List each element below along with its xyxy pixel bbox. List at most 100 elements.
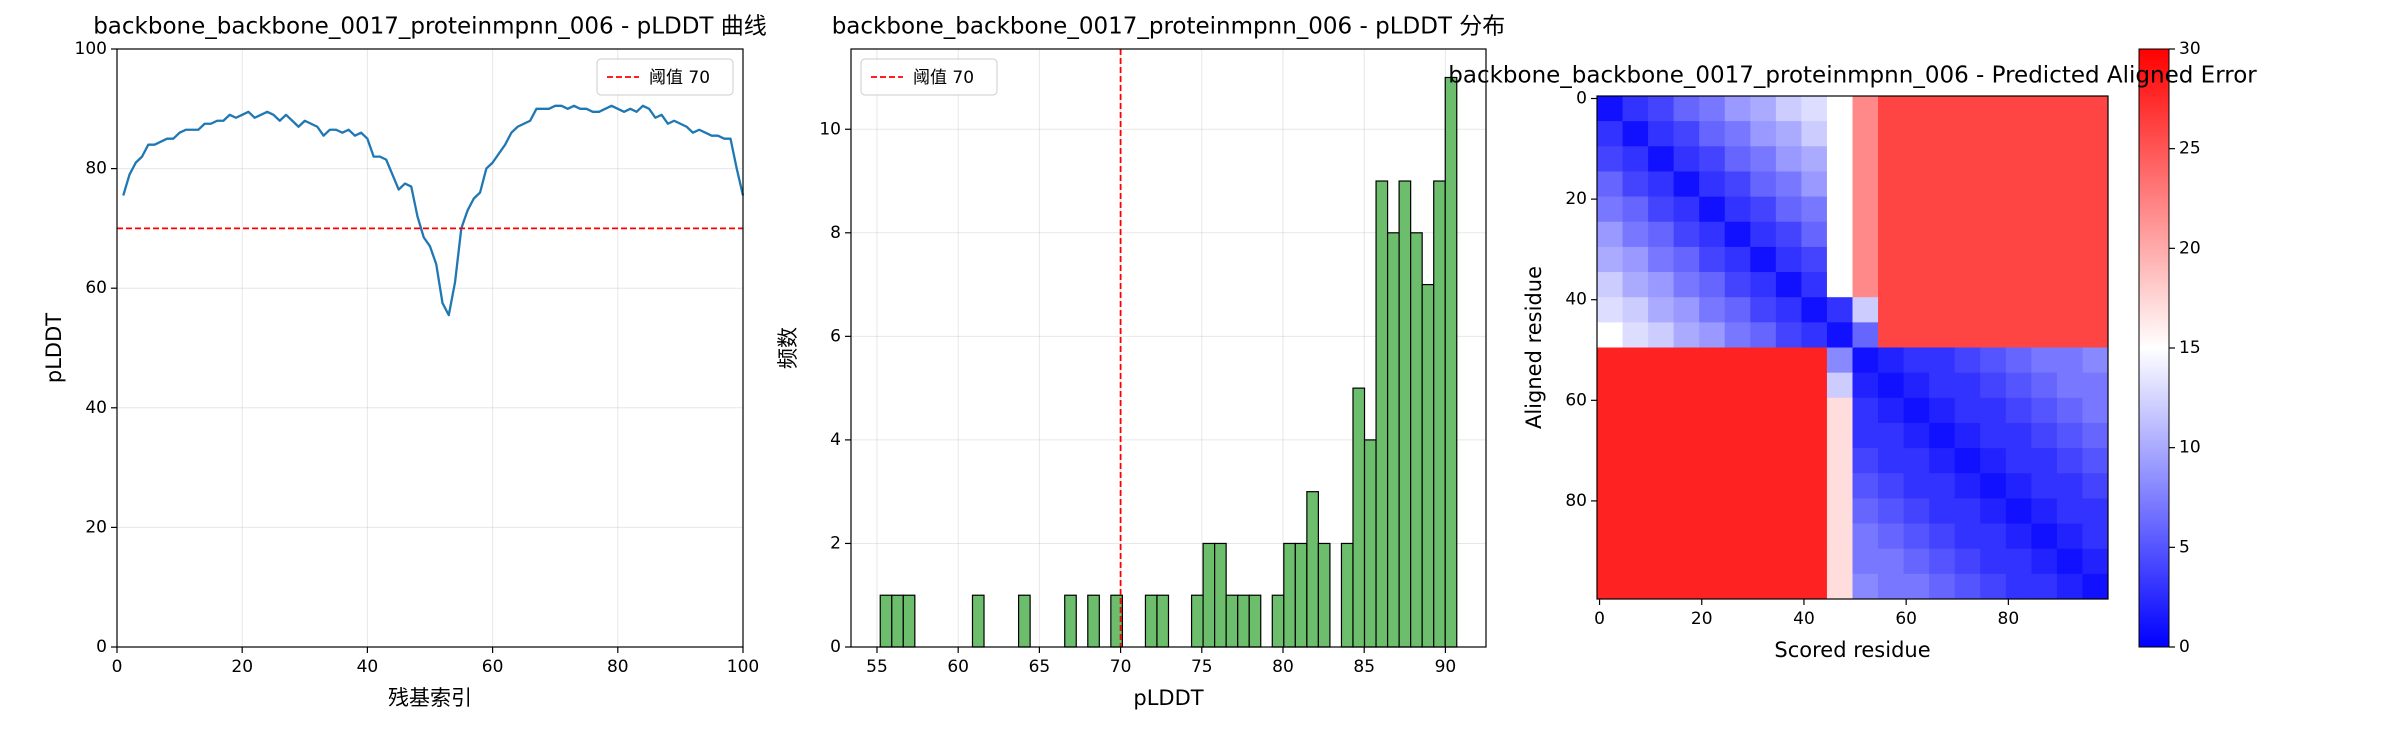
colorbar-tick-label: 30 <box>2179 39 2201 59</box>
heatmap-cell <box>2005 422 2032 449</box>
heatmap-cell <box>1954 96 1981 122</box>
heatmap-cell <box>1622 121 1649 147</box>
heatmap-cell <box>1980 573 2007 600</box>
x-tick-label: 40 <box>357 657 379 677</box>
heatmap-cell <box>1980 272 2007 298</box>
heatmap-cell <box>1801 171 1828 198</box>
heatmap-cell <box>2056 171 2083 198</box>
heatmap-cell <box>1801 146 1828 172</box>
heatmap-cell <box>1903 347 1930 374</box>
heatmap-cell <box>1648 548 1675 575</box>
heatmap-cell <box>1801 196 1828 223</box>
heatmap-cell <box>1852 322 1879 348</box>
heatmap-cell <box>1622 146 1649 172</box>
hist-bar <box>1064 594 1077 648</box>
heatmap-cell <box>1775 322 1802 348</box>
heatmap-cell <box>1954 171 1981 198</box>
heatmap-cell <box>1673 121 1700 147</box>
heatmap-cell <box>1801 448 1828 474</box>
heatmap-cell <box>1775 498 1802 525</box>
heatmap-cell <box>2056 422 2083 449</box>
heatmap-cell <box>1878 372 1905 399</box>
heatmap-cell <box>1750 171 1777 198</box>
heatmap-cell <box>2031 322 2058 348</box>
heatmap-cell <box>1673 573 1700 600</box>
heatmap-cell <box>2031 573 2058 600</box>
heatmap-cell <box>1750 548 1777 575</box>
heatmap-cell <box>1826 146 1853 172</box>
heatmap-cell <box>2031 121 2058 147</box>
heatmap-cell <box>1903 548 1930 575</box>
heatmap-cell <box>1724 221 1751 248</box>
heatmap-cell <box>1954 448 1981 474</box>
heatmap-cell <box>1699 246 1726 273</box>
heatmap-cell <box>1903 473 1930 499</box>
heatmap-cell <box>1673 196 1700 223</box>
heatmap-cell <box>1750 347 1777 374</box>
heatmap-cell <box>1903 246 1930 273</box>
heatmap-cell <box>1801 523 1828 550</box>
heatmap-cell <box>1699 297 1726 323</box>
hist-bar <box>1202 542 1216 648</box>
heatmap-cell <box>2056 397 2083 424</box>
heatmap-cell <box>1648 196 1675 223</box>
heatmap-cell <box>1699 397 1726 424</box>
heatmap-cell <box>1826 397 1853 424</box>
heatmap-cell <box>1929 146 1956 172</box>
heatmap-cell <box>2082 523 2109 550</box>
heatmap-cell <box>1852 96 1879 122</box>
y-tick-label: 6 <box>830 326 841 346</box>
hist-bar <box>1386 232 1400 648</box>
hist-bar <box>1352 387 1366 648</box>
axes-frame <box>116 48 744 648</box>
heatmap-cell <box>1724 171 1751 198</box>
hist-bar <box>1144 594 1158 648</box>
heatmap-cell <box>2031 523 2058 550</box>
heatmap-cell <box>1750 397 1777 424</box>
hist-bar <box>1156 594 1170 648</box>
heatmap-cell <box>1699 498 1726 525</box>
heatmap-cell <box>1673 473 1700 499</box>
heatmap-cell <box>1648 272 1675 298</box>
heatmap-cell <box>1929 322 1956 348</box>
heatmap-cell <box>1801 422 1828 449</box>
heatmap-cell <box>2005 297 2032 323</box>
heatmap-cell <box>1597 322 1624 348</box>
heatmap-cell <box>1878 322 1905 348</box>
heatmap-cell <box>1826 448 1853 474</box>
heatmap-cell <box>1980 171 2007 198</box>
heatmap-cell <box>1929 573 1956 600</box>
heatmap-cell <box>1597 96 1624 122</box>
y-tick-label: 2 <box>830 533 841 553</box>
heatmap-cell <box>1673 297 1700 323</box>
heatmap-cell <box>1929 171 1956 198</box>
heatmap-cell <box>1954 146 1981 172</box>
heatmap-cell <box>1622 347 1649 374</box>
heatmap-cell <box>1648 347 1675 374</box>
heatmap-cell <box>1878 347 1905 374</box>
heatmap-cell <box>1724 272 1751 298</box>
colorbar-tick-label: 25 <box>2179 139 2201 159</box>
heatmap-cell <box>1724 196 1751 223</box>
heatmap-cell <box>1699 422 1726 449</box>
heatmap-cell <box>1724 246 1751 273</box>
heatmap-cell <box>2082 272 2109 298</box>
heatmap-cell <box>1954 221 1981 248</box>
heatmap-cell <box>1826 221 1853 248</box>
heatmap-cell <box>1724 372 1751 399</box>
heatmap-cell <box>1622 96 1649 122</box>
heatmap-cell <box>1826 322 1853 348</box>
y-tick-label: 60 <box>85 278 107 298</box>
axes-frame <box>1596 95 2109 600</box>
heatmap-cell <box>1954 473 1981 499</box>
heatmap-cell <box>1775 171 1802 198</box>
heatmap-cell <box>1852 221 1879 248</box>
heatmap-cell <box>2082 422 2109 449</box>
heatmap-cell <box>1699 548 1726 575</box>
x-tick-label: 80 <box>1998 609 2020 629</box>
x-tick-label: 20 <box>231 657 253 677</box>
heatmap-cell <box>1801 473 1828 499</box>
heatmap-cell <box>1852 548 1879 575</box>
heatmap-cell <box>1699 272 1726 298</box>
